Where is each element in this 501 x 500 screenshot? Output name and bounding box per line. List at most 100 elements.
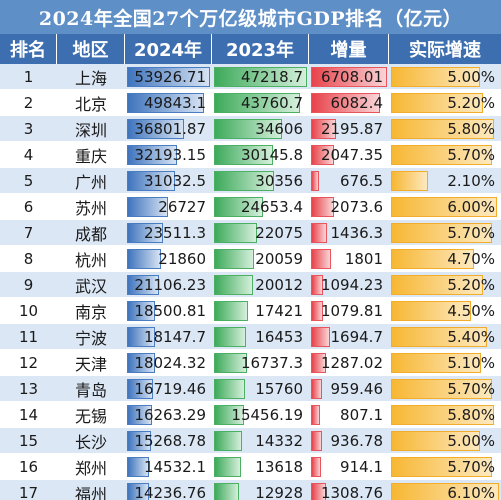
growth-rate-cell: 5.70% <box>389 220 501 246</box>
increase-bar <box>311 353 326 373</box>
city-cell: 南京 <box>74 303 107 322</box>
gdp-2024-bar <box>127 327 155 347</box>
gdp-2024-bar <box>127 275 159 295</box>
increase-bar <box>311 275 323 295</box>
gdp-2023-cell: 15760 <box>212 376 309 402</box>
gdp-2024-bar <box>127 171 175 191</box>
increase-bar <box>311 93 380 113</box>
gdp-2023-bar <box>214 301 248 321</box>
gdp-2024-bar <box>127 119 184 139</box>
growth-rate-cell: 5.00% <box>389 428 501 454</box>
gdp-2023-value: 12928 <box>255 484 303 500</box>
increase-value: 1287.02 <box>320 354 383 372</box>
growth-rate-value: 5.00% <box>447 432 495 450</box>
city-cell: 成都 <box>74 225 107 244</box>
growth-rate-bar <box>391 67 480 87</box>
increase-bar <box>311 483 326 500</box>
increase-value: 6708.01 <box>320 68 383 86</box>
table-row: 9 武汉 21106.23 20012 1094.23 5.20% <box>0 272 501 298</box>
increase-value: 936.78 <box>330 432 384 450</box>
gdp-2024-bar <box>127 405 152 425</box>
increase-cell: 1094.23 <box>309 272 389 298</box>
growth-rate-value: 5.70% <box>447 224 495 242</box>
growth-rate-cell: 5.40% <box>389 324 501 350</box>
increase-bar <box>311 145 334 165</box>
increase-cell: 1079.81 <box>309 298 389 324</box>
gdp-2023-value: 22075 <box>255 224 303 242</box>
gdp-2024-bar <box>127 301 155 321</box>
gdp-2023-cell: 47218.7 <box>212 64 309 90</box>
increase-bar <box>311 379 322 399</box>
growth-rate-value: 4.50% <box>447 302 495 320</box>
gdp-2023-value: 16737.3 <box>240 354 303 372</box>
table-row: 8 杭州 21860 20059 1801 4.70% <box>0 246 501 272</box>
rank-cell: 7 <box>23 224 34 242</box>
growth-rate-cell: 5.70% <box>389 142 501 168</box>
increase-bar <box>311 457 321 477</box>
gdp-2023-cell: 43760.7 <box>212 90 309 116</box>
increase-cell: 1694.7 <box>309 324 389 350</box>
gdp-2023-bar <box>214 457 241 477</box>
gdp-2023-value: 43760.7 <box>240 94 303 112</box>
gdp-2024-value: 32193.15 <box>134 146 206 164</box>
gdp-2024-cell: 18024.32 <box>125 350 212 376</box>
gdp-2023-bar <box>214 275 253 295</box>
increase-value: 2195.87 <box>320 120 383 138</box>
growth-rate-cell: 5.00% <box>389 64 501 90</box>
city-cell: 上海 <box>74 69 107 88</box>
growth-rate-cell: 5.70% <box>389 376 501 402</box>
city-cell: 深圳 <box>74 121 107 140</box>
table-row: 15 长沙 15268.78 14332 936.78 5.00% <box>0 428 501 454</box>
increase-bar <box>311 119 336 139</box>
table-row: 13 青岛 16719.46 15760 959.46 5.70% <box>0 376 501 402</box>
gdp-2023-cell: 22075 <box>212 220 309 246</box>
gdp-2024-bar <box>127 93 204 113</box>
gdp-2023-cell: 24653.4 <box>212 194 309 220</box>
header-growth-rate: 实际增速 <box>409 40 481 61</box>
gdp-2023-bar <box>214 483 239 500</box>
increase-cell: 959.46 <box>309 376 389 402</box>
table-row: 5 广州 31032.5 30356 676.5 2.10% <box>0 168 501 194</box>
gdp-2023-cell: 34606 <box>212 116 309 142</box>
gdp-2023-value: 15456.19 <box>231 406 303 424</box>
growth-rate-cell: 6.10% <box>389 480 501 500</box>
gdp-2024-cell: 32193.15 <box>125 142 212 168</box>
city-cell: 天津 <box>74 355 107 374</box>
gdp-2023-bar <box>214 327 246 347</box>
increase-cell: 1287.02 <box>309 350 389 376</box>
city-cell: 广州 <box>74 173 107 192</box>
header-gdp-2024: 2024年 <box>125 34 212 64</box>
table-row: 6 苏州 26727 24653.4 2073.6 6.00% <box>0 194 501 220</box>
growth-rate-cell: 5.20% <box>389 90 501 116</box>
gdp-2023-bar <box>214 223 257 243</box>
growth-rate-bar <box>391 327 487 347</box>
increase-cell: 1801 <box>309 246 389 272</box>
gdp-2023-bar <box>214 119 282 139</box>
gdp-2024-bar <box>127 249 161 269</box>
gdp-2023-cell: 20012 <box>212 272 309 298</box>
growth-rate-bar <box>391 431 480 451</box>
gdp-2023-cell: 30356 <box>212 168 309 194</box>
gdp-2024-cell: 15268.78 <box>125 428 212 454</box>
gdp-2024-value: 18147.7 <box>143 328 206 346</box>
rank-cell: 17 <box>18 484 39 500</box>
gdp-2024-value: 15268.78 <box>134 432 206 450</box>
growth-rate-cell: 5.80% <box>389 116 501 142</box>
gdp-2024-cell: 53926.71 <box>125 64 212 90</box>
gdp-2024-cell: 14532.1 <box>125 454 212 480</box>
increase-cell: 1436.3 <box>309 220 389 246</box>
growth-rate-value: 5.70% <box>447 458 495 476</box>
growth-rate-cell: 5.70% <box>389 454 501 480</box>
growth-rate-value: 4.70% <box>447 250 495 268</box>
increase-cell: 676.5 <box>309 168 389 194</box>
increase-cell: 936.78 <box>309 428 389 454</box>
growth-rate-value: 5.20% <box>447 94 495 112</box>
growth-rate-bar <box>391 353 481 373</box>
table-row: 2 北京 49843.1 43760.7 6082.4 5.20% <box>0 90 501 116</box>
table-row: 3 深圳 36801.87 34606 2195.87 5.80% <box>0 116 501 142</box>
growth-rate-cell: 5.20% <box>389 272 501 298</box>
increase-value: 2073.6 <box>330 198 384 216</box>
header-rank: 排名 <box>0 34 57 64</box>
table-row: 16 郑州 14532.1 13618 914.1 5.70% <box>0 454 501 480</box>
city-cell: 无锡 <box>74 407 107 426</box>
